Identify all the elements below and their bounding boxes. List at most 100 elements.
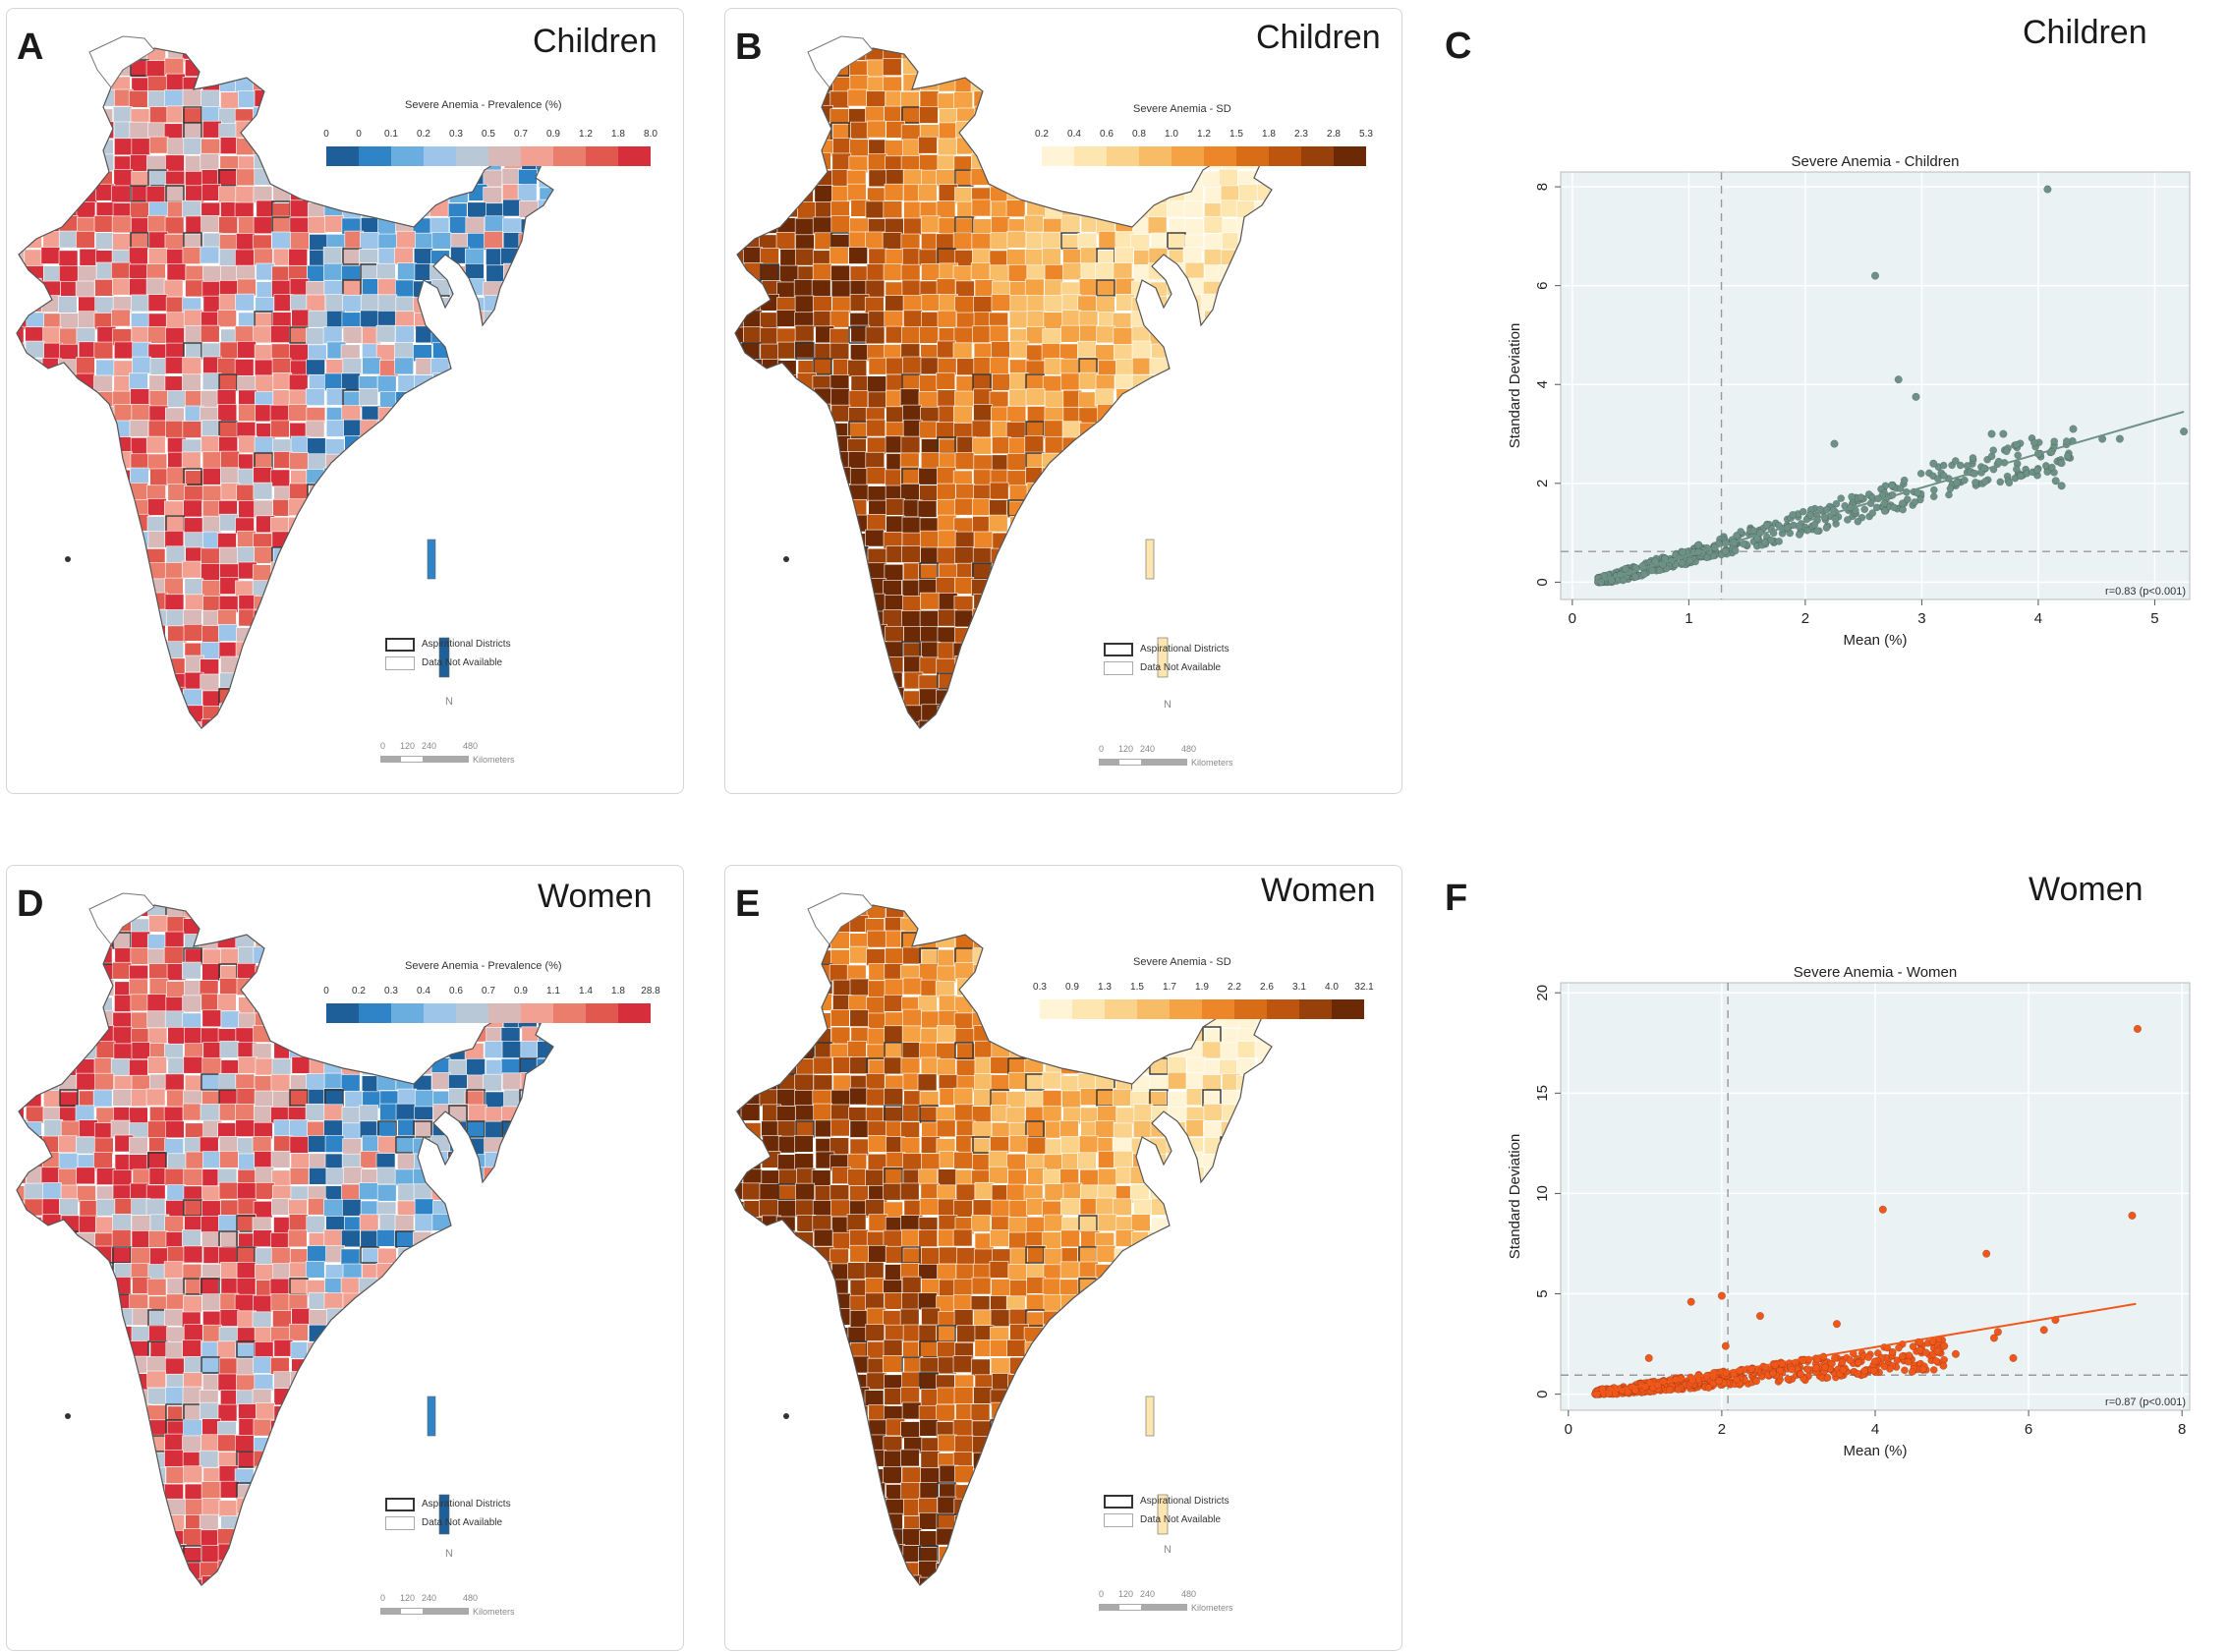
district bbox=[168, 484, 187, 500]
district bbox=[111, 534, 130, 550]
district bbox=[466, 1200, 485, 1217]
district bbox=[111, 262, 130, 279]
district bbox=[8, 1012, 27, 1029]
district bbox=[1098, 59, 1116, 76]
district bbox=[77, 62, 95, 79]
district bbox=[221, 1262, 240, 1279]
district bbox=[1204, 216, 1223, 233]
district bbox=[78, 563, 96, 580]
district bbox=[94, 1123, 113, 1140]
district bbox=[362, 514, 380, 531]
district bbox=[111, 1058, 130, 1075]
district bbox=[902, 43, 921, 60]
district bbox=[762, 60, 780, 77]
district bbox=[1236, 549, 1255, 566]
district bbox=[379, 917, 398, 934]
district bbox=[148, 609, 167, 626]
district bbox=[540, 373, 558, 390]
district bbox=[1238, 563, 1257, 580]
district bbox=[360, 388, 378, 405]
district bbox=[377, 311, 396, 327]
district bbox=[185, 579, 203, 596]
district bbox=[1025, 42, 1044, 59]
district bbox=[993, 751, 1011, 768]
district bbox=[938, 707, 956, 723]
district bbox=[1079, 499, 1098, 516]
district bbox=[9, 595, 28, 611]
district bbox=[308, 704, 326, 720]
district bbox=[7, 917, 25, 934]
district bbox=[26, 1045, 44, 1061]
district bbox=[886, 407, 905, 424]
lakshadweep-islands bbox=[65, 556, 71, 562]
legend-tick: 0.4 bbox=[1057, 129, 1091, 140]
district bbox=[832, 153, 851, 170]
district bbox=[378, 673, 397, 690]
district bbox=[289, 249, 308, 265]
district bbox=[291, 58, 310, 75]
district bbox=[60, 919, 79, 936]
district bbox=[1114, 484, 1132, 501]
district bbox=[235, 250, 254, 266]
district bbox=[60, 404, 79, 421]
district bbox=[291, 642, 310, 658]
district bbox=[1099, 424, 1117, 440]
district bbox=[324, 738, 343, 755]
district bbox=[310, 531, 328, 547]
district bbox=[183, 422, 201, 438]
district bbox=[96, 564, 115, 581]
district bbox=[148, 1230, 167, 1247]
district bbox=[343, 689, 362, 706]
district bbox=[272, 1091, 291, 1108]
district bbox=[539, 295, 557, 312]
district bbox=[361, 1230, 379, 1247]
district bbox=[413, 1279, 431, 1295]
district bbox=[114, 1044, 133, 1060]
district bbox=[24, 1295, 42, 1312]
district bbox=[80, 1311, 98, 1328]
district bbox=[310, 1028, 328, 1045]
district bbox=[289, 1043, 308, 1059]
district bbox=[380, 188, 399, 204]
aspirational-district bbox=[290, 123, 308, 139]
district bbox=[519, 1309, 538, 1326]
district bbox=[867, 514, 886, 531]
y-axis-label: Standard Deviation bbox=[1507, 323, 1523, 449]
district bbox=[324, 59, 343, 76]
district bbox=[1240, 389, 1259, 406]
data-point bbox=[1686, 557, 1693, 564]
district bbox=[779, 125, 798, 142]
district bbox=[725, 199, 743, 216]
district bbox=[936, 690, 954, 707]
district bbox=[725, 360, 742, 376]
district bbox=[1044, 46, 1062, 63]
district bbox=[79, 1328, 97, 1344]
district bbox=[343, 359, 362, 375]
district bbox=[59, 251, 78, 267]
district bbox=[1131, 437, 1150, 454]
district bbox=[397, 485, 416, 502]
district bbox=[726, 154, 745, 171]
district bbox=[1025, 452, 1044, 469]
na-key-box bbox=[1104, 661, 1133, 675]
district bbox=[7, 1216, 25, 1232]
district bbox=[201, 28, 220, 44]
district bbox=[483, 484, 501, 501]
district bbox=[239, 671, 257, 688]
district bbox=[344, 453, 363, 470]
district bbox=[1183, 502, 1202, 519]
district bbox=[760, 140, 778, 156]
district bbox=[7, 125, 26, 142]
district bbox=[256, 375, 274, 392]
district bbox=[1150, 719, 1169, 736]
district bbox=[307, 62, 325, 79]
district bbox=[448, 902, 467, 919]
district bbox=[8, 546, 27, 563]
district bbox=[254, 1201, 272, 1218]
district bbox=[1293, 43, 1312, 60]
district bbox=[79, 187, 97, 203]
district bbox=[502, 281, 521, 298]
district bbox=[395, 280, 414, 297]
district bbox=[553, 1214, 572, 1230]
scale-tick: 0 bbox=[380, 741, 385, 751]
